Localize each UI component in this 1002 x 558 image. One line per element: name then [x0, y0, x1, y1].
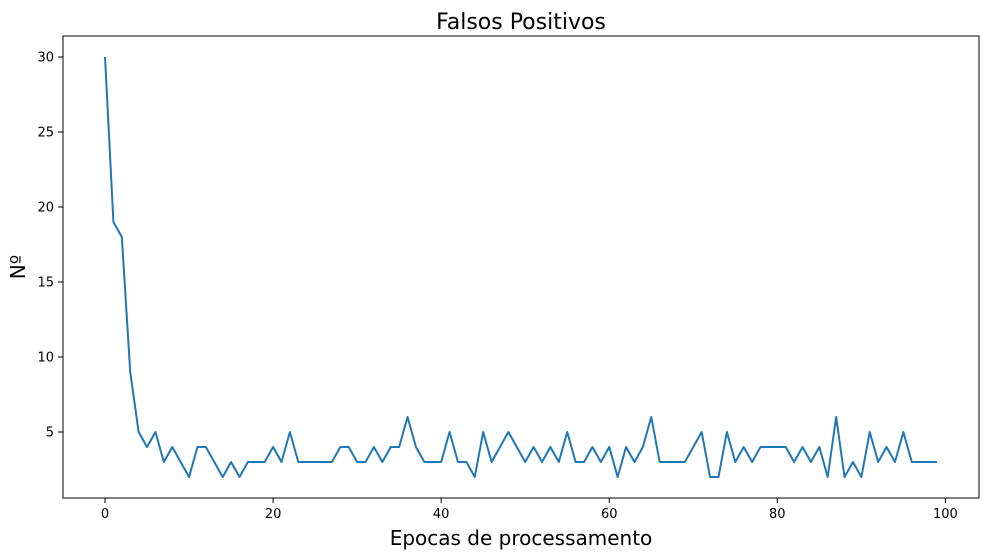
y-tick-label: 30	[37, 51, 54, 66]
series-line	[104, 56, 937, 478]
x-tick-label: 0	[101, 507, 109, 522]
y-tick-label: 20	[37, 201, 54, 216]
y-tick-label: 5	[46, 426, 54, 441]
chart-title: Falsos Positivos	[436, 10, 606, 35]
x-axis-label: Epocas de processamento	[390, 526, 653, 550]
y-tick-label: 10	[37, 351, 54, 366]
x-tick-label: 100	[933, 507, 958, 522]
ticks-layer: 0 20 40 60 80 100 5 10 15 20 25 30	[37, 51, 957, 523]
y-tick-label: 25	[37, 126, 54, 141]
x-tick-label: 20	[265, 507, 282, 522]
x-tick-label: 80	[769, 507, 786, 522]
x-tick-label: 40	[433, 507, 450, 522]
y-tick-label: 15	[37, 276, 54, 291]
axes-frame	[62, 35, 980, 499]
y-axis-label: Nº	[6, 255, 30, 279]
x-tick-label: 60	[601, 507, 618, 522]
